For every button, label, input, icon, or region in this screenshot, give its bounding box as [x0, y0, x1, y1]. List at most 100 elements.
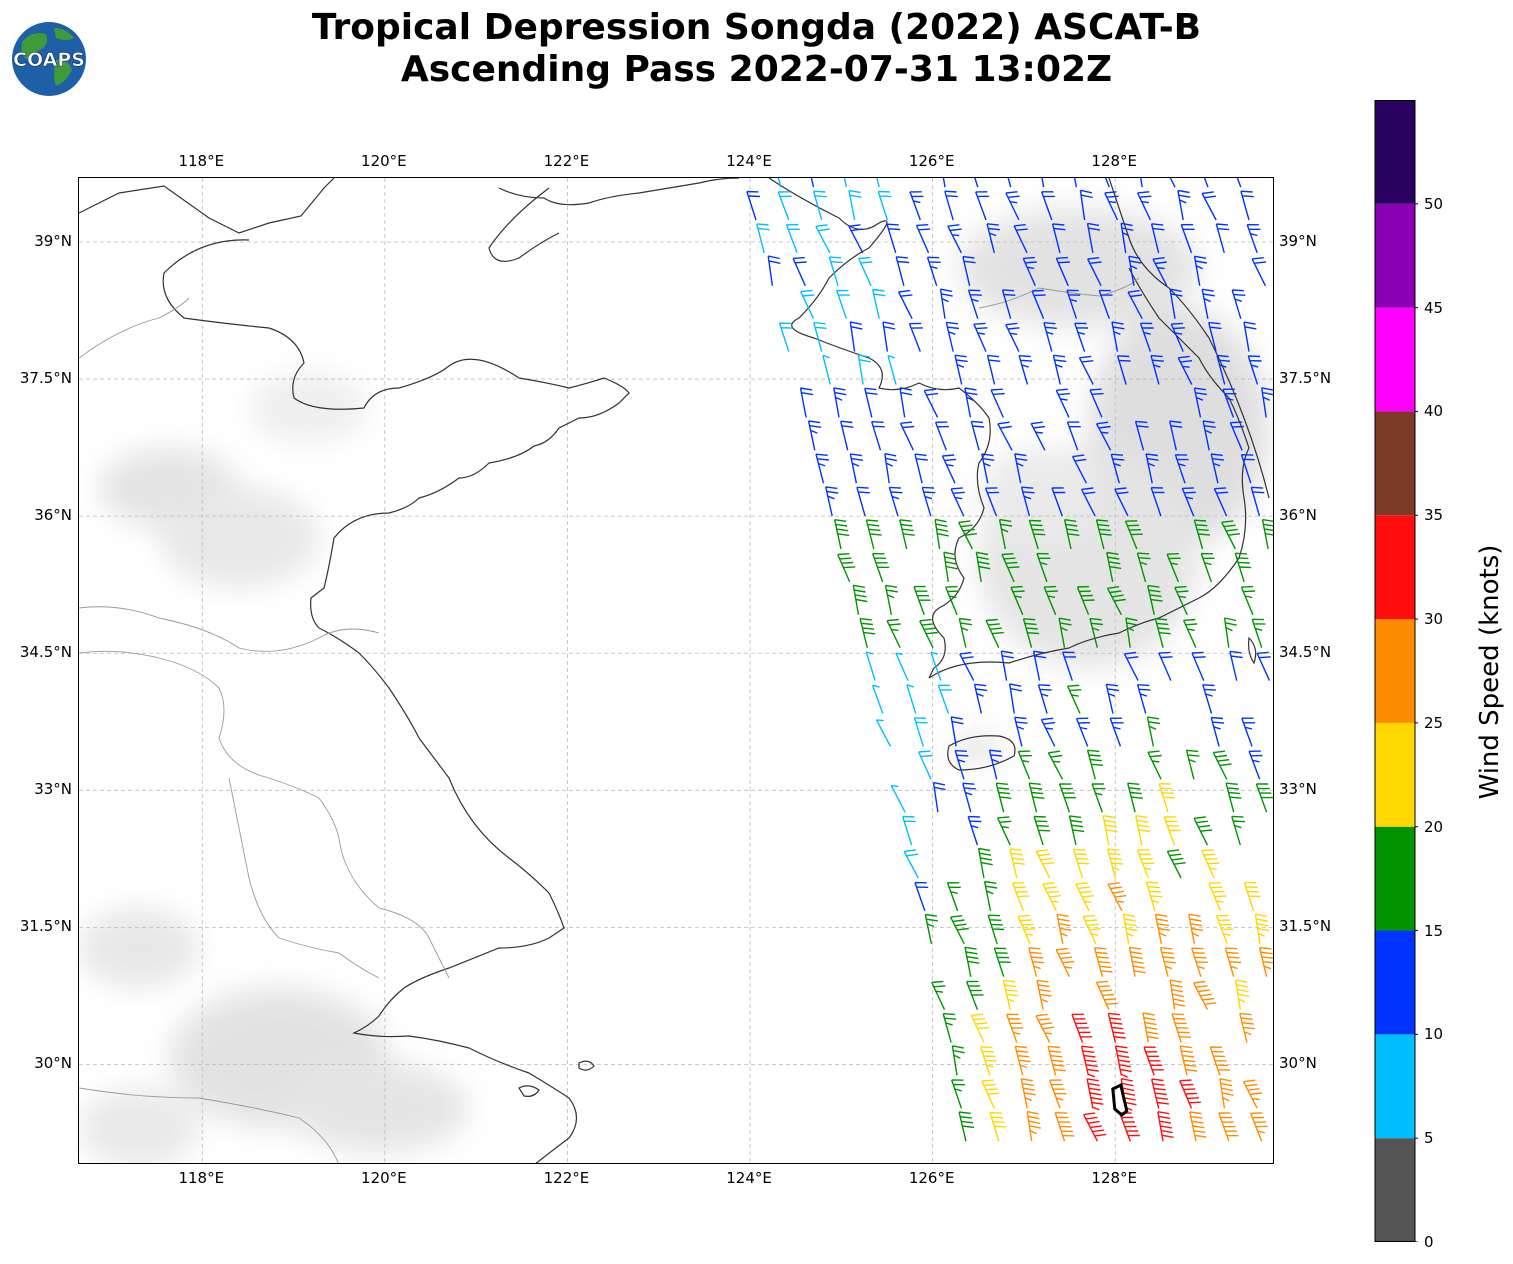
map-panel [78, 177, 1274, 1164]
colorbar-tick-label: 30 [1424, 610, 1444, 629]
wind-barb [1154, 618, 1171, 648]
wind-barb [950, 487, 965, 517]
wind-barb [1143, 1046, 1164, 1076]
colorbar-tick-label: 0 [1424, 1233, 1434, 1251]
wind-barb [1055, 388, 1071, 418]
wind-barb [856, 486, 870, 517]
colorbar-bin [1375, 203, 1415, 308]
lat-tick-label: 36°N [34, 506, 72, 525]
wind-barb [1110, 453, 1125, 484]
wind-barb [1234, 552, 1252, 583]
wind-barb [1201, 849, 1220, 879]
wind-barb [1185, 749, 1200, 780]
lat-tick-label: 30°N [1279, 1054, 1317, 1073]
wind-barb [865, 651, 876, 681]
wind-barb [1242, 1079, 1262, 1109]
wind-barb [1254, 913, 1270, 944]
wind-barb [1095, 519, 1112, 550]
lat-tick-label: 33°N [1279, 780, 1317, 799]
lon-tick-label: 124°E [726, 1169, 772, 1187]
wind-barb [1154, 913, 1171, 944]
colorbar-tick-label: 5 [1424, 1129, 1434, 1148]
wind-barb [822, 354, 831, 385]
wind-barb [1158, 782, 1176, 813]
wind-barb [1202, 420, 1216, 451]
wind-barb [848, 189, 862, 221]
wind-barb [890, 784, 906, 813]
wind-barb [1193, 387, 1207, 418]
wind-barb [986, 223, 1000, 254]
wind-barb [865, 519, 882, 550]
wind-barb [1104, 191, 1119, 221]
wind-barb [1135, 815, 1151, 846]
wind-barb [1068, 815, 1085, 846]
wind-barb [1075, 882, 1094, 912]
wind-barb [1062, 651, 1076, 681]
wind-barb [813, 322, 827, 352]
wind-barb [981, 1079, 1000, 1109]
lat-tick-label: 31.5°N [1279, 917, 1332, 936]
wind-barb [1111, 321, 1125, 352]
colorbar-bin [1375, 722, 1415, 827]
wind-barb [1174, 454, 1189, 484]
wind-barb [1105, 683, 1120, 714]
wind-barb [967, 289, 982, 319]
wind-barb [1055, 256, 1070, 287]
wind-barb [1215, 914, 1234, 945]
wind-barb [1256, 651, 1271, 681]
wind-barb [1055, 947, 1075, 978]
wind-barb [1058, 617, 1072, 648]
wind-barb [980, 1046, 997, 1076]
wind-barb [1040, 717, 1056, 747]
colorbar-tick-label: 20 [1424, 817, 1444, 836]
wind-barb [871, 684, 884, 714]
lon-tick-label: 120°E [361, 152, 407, 170]
wind-barb [1216, 354, 1230, 385]
wind-barb [872, 552, 890, 583]
province-borders [79, 277, 1140, 1163]
wind-barb [914, 881, 929, 912]
wind-barb [876, 178, 880, 188]
wind-barb [1136, 552, 1151, 583]
wind-barb [1071, 454, 1088, 484]
wind-barb [1013, 224, 1028, 254]
wind-barb [1010, 585, 1025, 616]
lon-tick-label: 126°E [908, 1169, 955, 1187]
wind-barb [1169, 979, 1186, 1010]
wind-barb [1043, 585, 1058, 616]
wind-barb [899, 519, 915, 550]
wind-barb [973, 683, 988, 714]
wind-barb [872, 288, 886, 319]
wind-barb [1035, 849, 1055, 879]
wind-barb [1193, 816, 1213, 846]
wind-barb [903, 849, 919, 879]
wind-barb [785, 224, 800, 254]
wind-barb [984, 487, 1000, 517]
wind-barb [1107, 1012, 1126, 1043]
wind-barb [1213, 487, 1229, 517]
wind-barb [1080, 487, 1096, 517]
wind-barb [949, 915, 969, 945]
wind-barb [1136, 191, 1152, 221]
wind-barb [1170, 322, 1185, 352]
wind-barb [974, 178, 979, 188]
wind-barb [1028, 782, 1045, 813]
wind-barb [1114, 487, 1129, 517]
wind-barb [1128, 946, 1146, 977]
wind-barb [899, 421, 915, 451]
wind-barb [777, 178, 782, 188]
wind-barb [807, 420, 822, 451]
wind-barb [1188, 913, 1204, 944]
wind-barb [871, 421, 885, 451]
wind-barb [1007, 178, 1012, 188]
wind-barb [983, 880, 998, 912]
lat-tick-label: 31.5°N [19, 917, 72, 936]
wind-barb [1014, 1045, 1031, 1076]
colorbar-tick-label: 35 [1424, 506, 1444, 525]
wind-barb [1089, 617, 1103, 648]
wind-barb [1229, 650, 1243, 681]
wind-barb [1036, 552, 1051, 583]
wind-barb [899, 387, 913, 418]
wind-barb [1054, 1112, 1075, 1142]
wind-barb [1243, 321, 1257, 352]
